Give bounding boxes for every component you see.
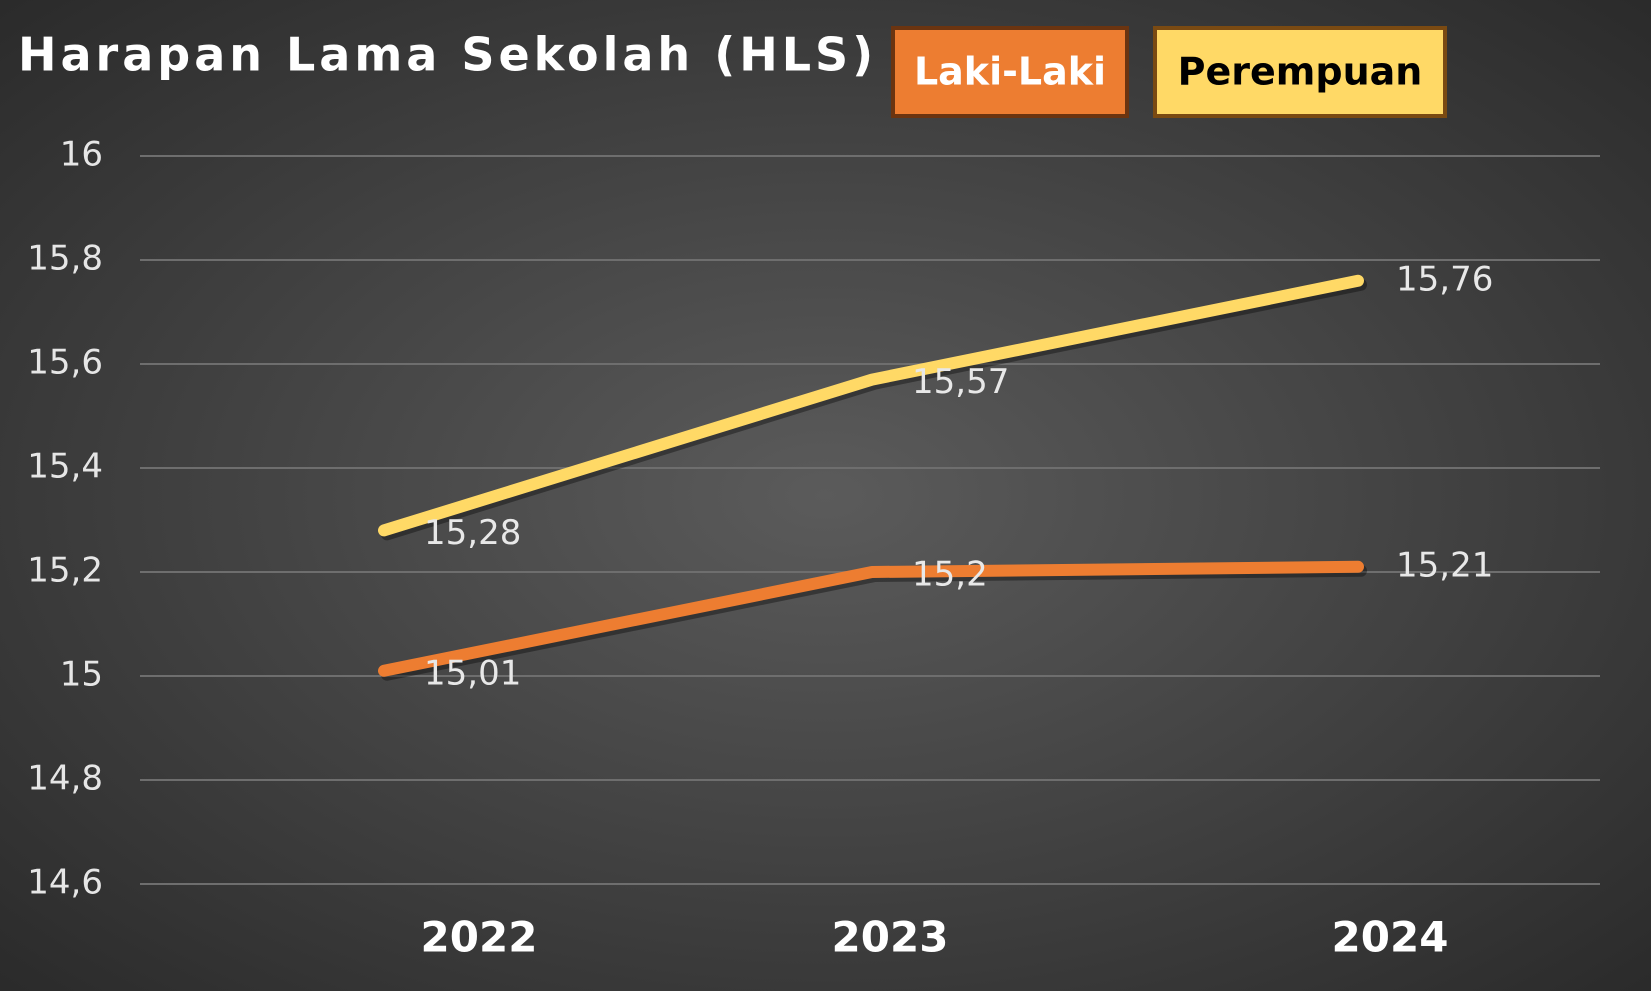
y-tick-label: 15,8: [27, 239, 103, 279]
series-line: [378, 274, 1364, 537]
y-tick-label: 15: [60, 655, 103, 695]
y-tick-label: 15,6: [27, 343, 103, 383]
data-label: 15,01: [424, 653, 521, 693]
legend-label: Perempuan: [1178, 50, 1423, 94]
data-label: 15,57: [912, 362, 1009, 402]
y-tick-label: 15,2: [27, 551, 103, 591]
legend-swatch: [891, 26, 1129, 118]
x-tick-label: 2023: [832, 913, 949, 962]
legend-label: Laki-Laki: [914, 50, 1106, 94]
chart-title: Harapan Lama Sekolah (HLS): [18, 28, 877, 82]
data-label: 15,76: [1396, 259, 1493, 299]
y-tick-label: 14,8: [27, 759, 103, 799]
data-label: 15,2: [912, 555, 988, 595]
y-tick-label: 16: [60, 135, 103, 175]
data-label: 15,21: [1396, 545, 1493, 585]
y-tick-label: 14,6: [27, 863, 103, 903]
series-line: [378, 560, 1364, 677]
x-tick-label: 2024: [1332, 913, 1449, 962]
data-label: 15,28: [424, 513, 521, 553]
legend-swatch: [1153, 26, 1447, 118]
x-tick-label: 2022: [421, 913, 538, 962]
y-tick-label: 15,4: [27, 447, 103, 487]
